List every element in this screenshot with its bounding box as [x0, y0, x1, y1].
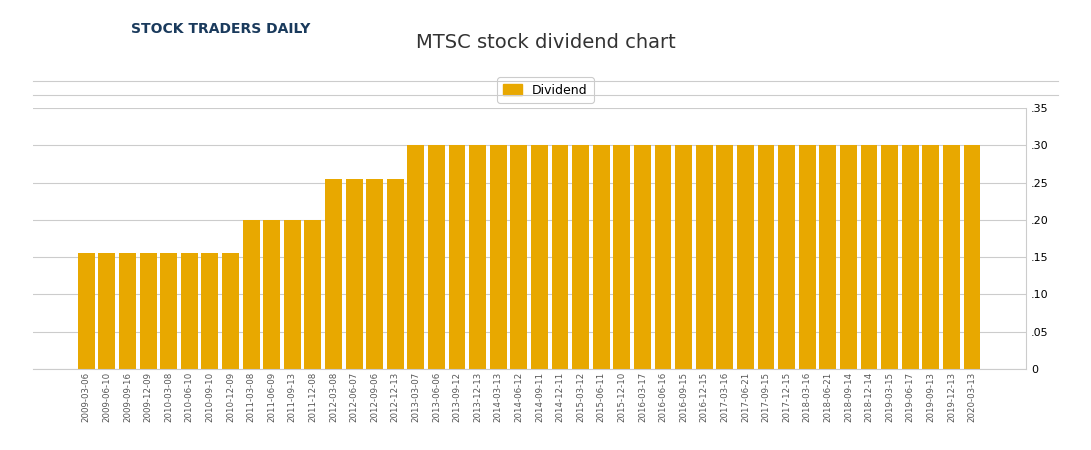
Bar [469, 145, 487, 369]
Bar [613, 145, 631, 369]
Bar [346, 179, 362, 369]
Bar [304, 220, 322, 369]
Bar [242, 220, 260, 369]
Bar [943, 145, 960, 369]
Bar [140, 253, 156, 369]
Bar [181, 253, 197, 369]
Bar [160, 253, 177, 369]
Bar [387, 179, 404, 369]
Bar [840, 145, 856, 369]
Bar [592, 145, 610, 369]
Bar [98, 253, 116, 369]
Bar [202, 253, 218, 369]
Bar [717, 145, 733, 369]
Bar [407, 145, 424, 369]
Bar [284, 220, 301, 369]
Text: STOCK TRADERS DAILY: STOCK TRADERS DAILY [131, 22, 310, 36]
Bar [263, 220, 280, 369]
Bar [511, 145, 527, 369]
Bar [531, 145, 548, 369]
Bar [882, 145, 898, 369]
Text: MTSC stock dividend chart: MTSC stock dividend chart [416, 33, 675, 52]
Bar [77, 253, 95, 369]
Bar [696, 145, 712, 369]
Bar [655, 145, 671, 369]
Bar [861, 145, 877, 369]
Legend: Dividend: Dividend [497, 77, 594, 103]
Bar [552, 145, 568, 369]
Bar [902, 145, 919, 369]
Bar [799, 145, 816, 369]
Bar [634, 145, 651, 369]
Bar [367, 179, 383, 369]
Bar [428, 145, 445, 369]
Bar [572, 145, 589, 369]
Bar [963, 145, 981, 369]
Bar [819, 145, 836, 369]
Bar [448, 145, 466, 369]
Bar [736, 145, 754, 369]
Bar [778, 145, 795, 369]
Bar [922, 145, 939, 369]
Bar [675, 145, 692, 369]
Bar [223, 253, 239, 369]
Bar [757, 145, 775, 369]
Bar [490, 145, 506, 369]
Bar [325, 179, 341, 369]
Bar [119, 253, 136, 369]
